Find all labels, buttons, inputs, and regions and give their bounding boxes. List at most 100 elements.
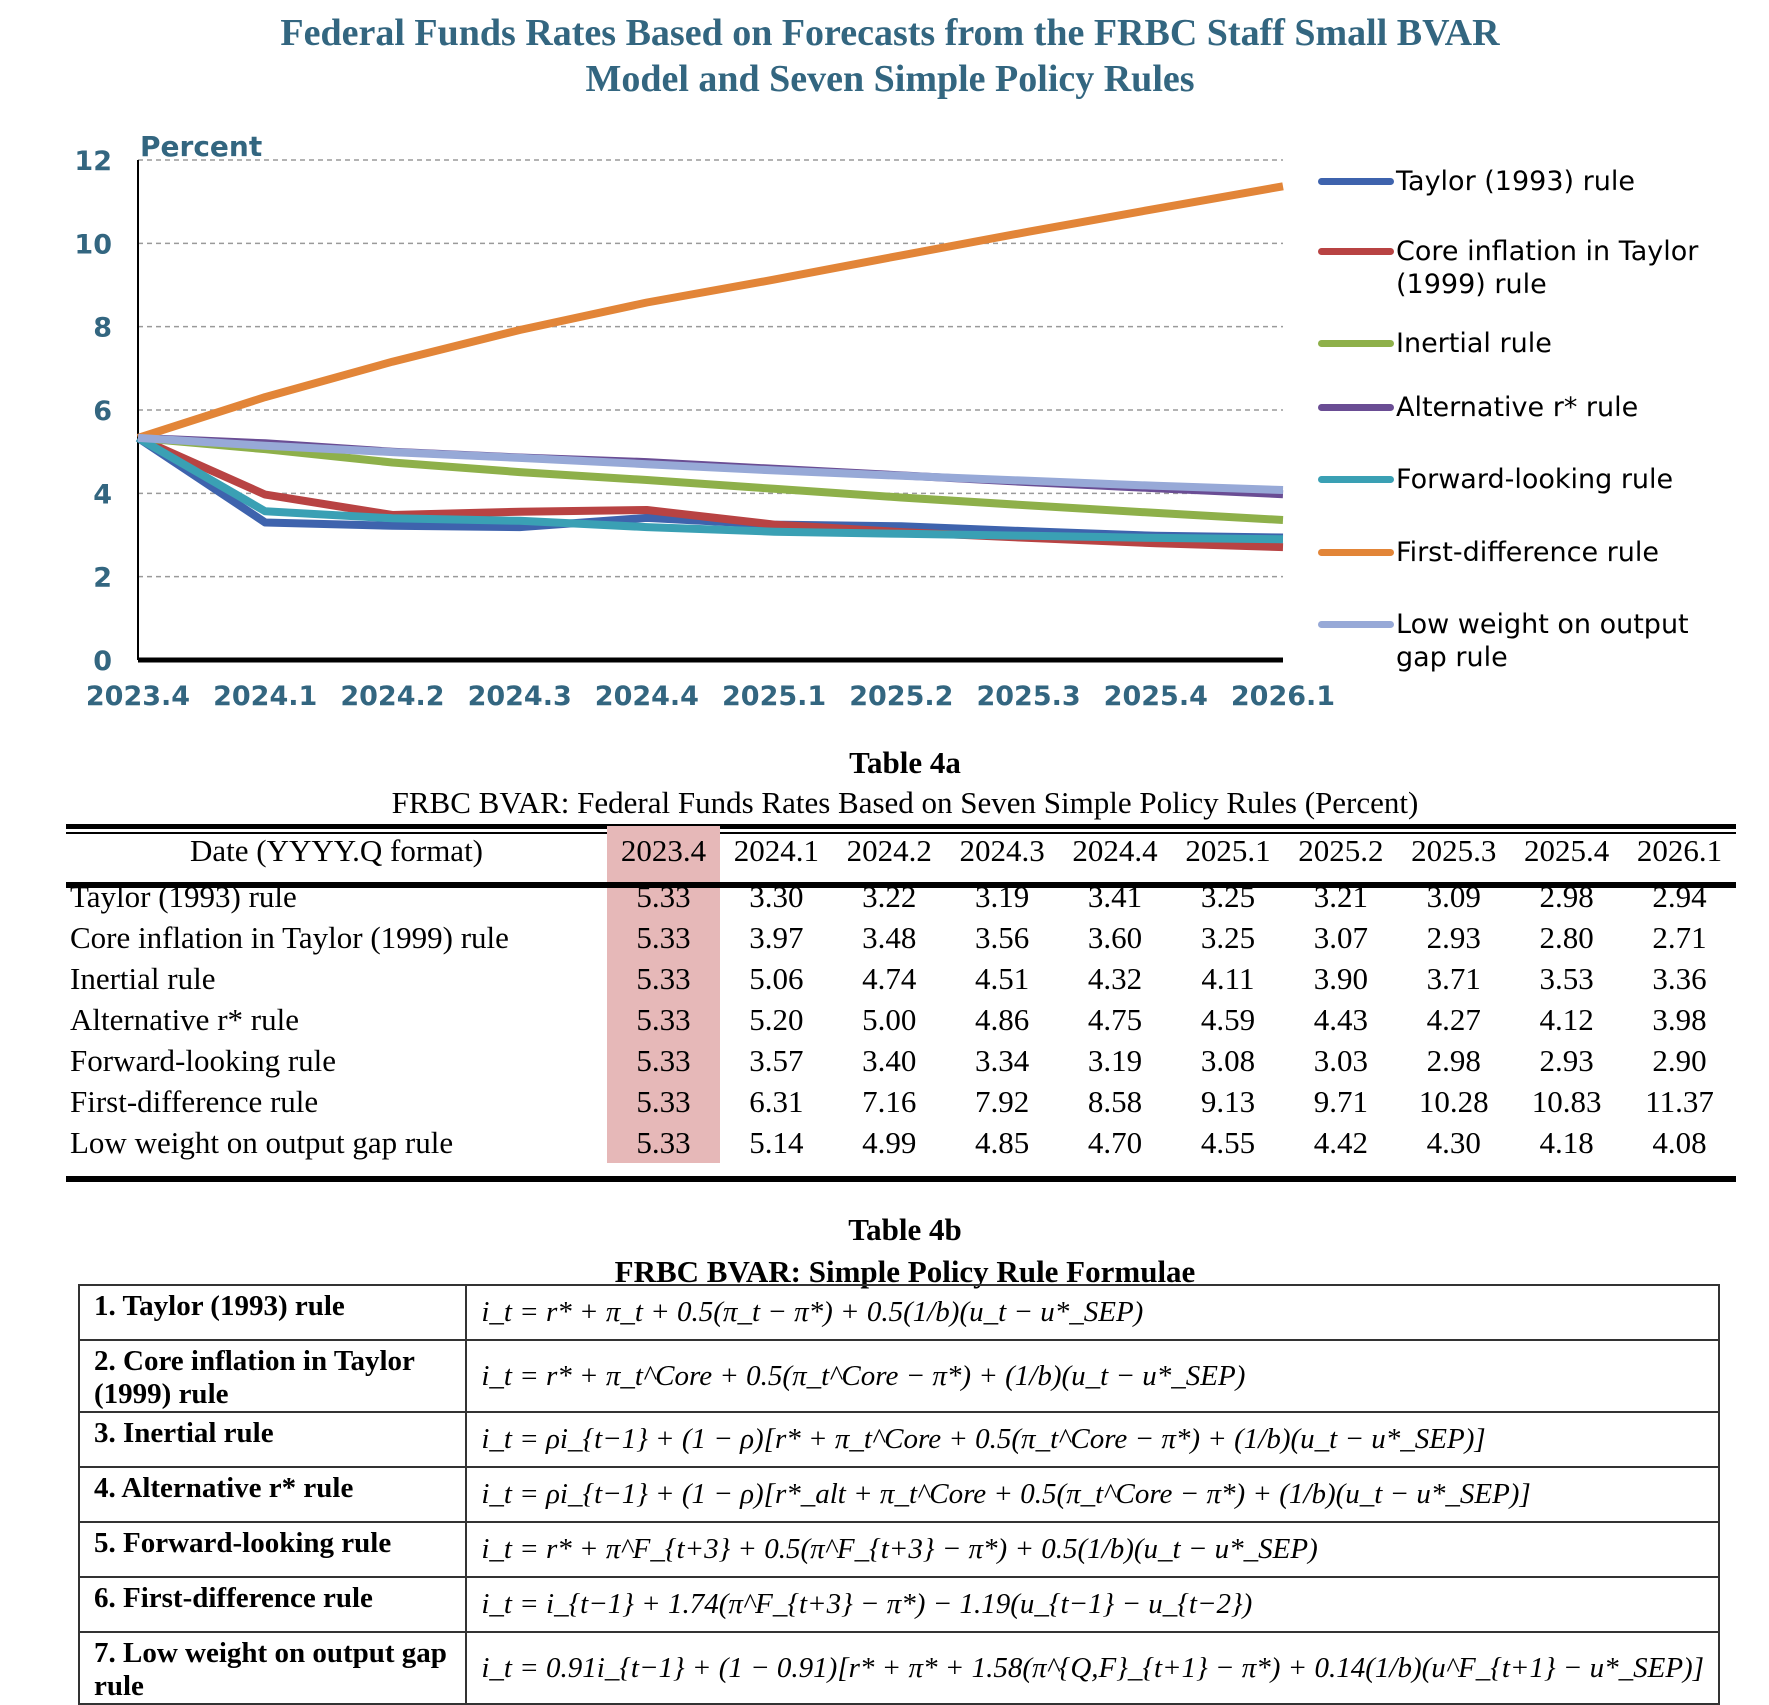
y-axis-label: Percent (140, 130, 262, 163)
table-4a-column-header: 2024.4 (1072, 833, 1158, 868)
table-4a-column-header: 2026.1 (1636, 833, 1723, 868)
rule-name: 7. Low weight on output gap rule (77, 1631, 468, 1705)
table-4a-row-label: Low weight on output gap rule (70, 1124, 454, 1160)
table-4a-row-label: Forward-looking rule (70, 1042, 337, 1078)
legend-label-line: Low weight on output (1396, 609, 1689, 640)
series-line (137, 433, 1284, 494)
table-4a-header-row: Date (YYYY.Q format) 2023.4 2024.1 2024.2 2… (66, 826, 1736, 876)
table-4a-cell: 4.59 (1200, 1001, 1256, 1037)
table-row: 2. Core inflation in Taylor (1999) rule i… (77, 1339, 1720, 1413)
table-4a-cell: 4.86 (975, 1001, 1030, 1037)
x-tick-label: 2024.1 (213, 681, 317, 712)
table-4a-row-label: Alternative r* rule (70, 1001, 299, 1037)
table-4a-cell: 3.34 (975, 1042, 1030, 1078)
table-4a-cell: 10.83 (1531, 1083, 1602, 1119)
table-4a-column-header: 2023.4 (607, 826, 720, 876)
table-4a-cell: 3.19 (1087, 1042, 1143, 1078)
table-4a-cell: 4.11 (1201, 960, 1255, 996)
table-4a-cell: 2.93 (1426, 919, 1481, 955)
table-4a-row-label: Core inflation in Taylor (1999) rule (70, 919, 509, 955)
table-4a-cell: 3.08 (1200, 1042, 1256, 1078)
table-4a-cell: 4.12 (1539, 1001, 1594, 1037)
table-4a-cell: 5.20 (749, 1001, 804, 1037)
table-4a-cell: 9.13 (1200, 1083, 1256, 1119)
table-4b: 1. Taylor (1993) rule i_t = r* + π_t + 0.… (77, 1284, 1720, 1705)
table-4a-cell: 3.40 (862, 1042, 917, 1078)
table-4a-cell: 3.57 (749, 1042, 804, 1078)
series-line (136, 434, 1284, 544)
series-line (137, 433, 1284, 524)
chart-title-line-2: Model and Seven Simple Policy Rules (585, 58, 1195, 100)
table-4a-cell: 3.25 (1200, 919, 1256, 955)
series-lines (135, 182, 1284, 552)
rule-formula: i_t = r* + π_t + 0.5(π_t − π*) + 0.5(1/b… (465, 1284, 1720, 1341)
table-row: 5. Forward-looking rule i_t = r* + π^F_{t… (77, 1521, 1720, 1578)
table-4a-column-header: 2024.1 (733, 833, 819, 868)
table-4a-cell: 5.06 (749, 960, 804, 996)
table-4a-date-header: Date (YYYY.Q format) (190, 833, 484, 868)
x-tick-label: 2025.2 (849, 681, 953, 712)
table-4a-cell: 4.75 (1087, 1001, 1143, 1037)
legend-label: Alternative r* rule (1396, 391, 1756, 424)
legend-label: Forward-looking rule (1396, 463, 1756, 496)
table-4a-cell: 5.33 (607, 1081, 720, 1122)
table-4a-cell: 8.58 (1087, 1083, 1143, 1119)
table-4a-cell: 4.74 (862, 960, 917, 996)
x-tick-label: 2023.4 (86, 681, 190, 712)
table-4a-cell: 3.90 (1313, 960, 1368, 996)
x-tick-label: 2025.3 (976, 681, 1080, 712)
legend-label: Taylor (1993) rule (1396, 165, 1756, 198)
table-4a-bottom-rule (66, 1176, 1736, 1182)
rule-name: 5. Forward-looking rule (77, 1521, 468, 1578)
legend-swatch (1318, 340, 1394, 347)
rule-formula: i_t = r* + π_t^Core + 0.5(π_t^Core − π*)… (465, 1339, 1720, 1413)
table-4a-column-header: 2024.2 (846, 833, 932, 868)
y-tick-label: 10 (74, 229, 112, 260)
series-line (136, 182, 1284, 442)
chart-title: Federal Funds Rates Based on Forecasts f… (200, 10, 1580, 102)
table-4a-cell: 5.33 (607, 1040, 720, 1081)
table-4a-cell: 5.14 (749, 1124, 804, 1160)
table-row: Inertial rule 5.33 5.06 4.74 4.51 4.32 4.11 3.9… (66, 958, 1736, 999)
legend-label: Inertial rule (1396, 327, 1756, 360)
table-row: 6. First-difference rule i_t = i_{t−1} + … (77, 1576, 1720, 1633)
table-row: Low weight on output gap rule 5.33 5.14 4.9… (66, 1122, 1736, 1163)
legend-label-line: Taylor (1993) rule (1396, 166, 1635, 197)
x-tick-label: 2024.3 (468, 681, 572, 712)
table-4a-cell: 4.55 (1200, 1124, 1256, 1160)
y-tick-label: 2 (93, 563, 112, 594)
table-4a-row-label: Inertial rule (70, 960, 216, 996)
table-row: 4. Alternative r* rule i_t = ρi_{t−1} + (… (77, 1466, 1720, 1523)
chart-title-line-1: Federal Funds Rates Based on Forecasts f… (280, 12, 1500, 54)
table-4a-cell: 5.33 (607, 958, 720, 999)
y-tick-label: 4 (93, 479, 112, 510)
table-row: Forward-looking rule 5.33 3.57 3.40 3.34 3.19… (66, 1040, 1736, 1081)
table-4a-cell: 4.27 (1426, 1001, 1481, 1037)
table-4a-cell: 5.00 (862, 1001, 917, 1037)
table-4a-cell: 2.80 (1539, 919, 1594, 955)
legend-label-line: Forward-looking rule (1396, 464, 1674, 495)
table-4a-top-rule (66, 824, 1736, 829)
x-tick-label: 2024.2 (340, 681, 444, 712)
table-4a-cell: 7.92 (975, 1083, 1030, 1119)
table-4a-cell: 3.98 (1652, 1001, 1707, 1037)
legend-swatch (1318, 248, 1394, 255)
y-tick-label: 6 (93, 396, 112, 427)
y-tick-label: 0 (93, 646, 112, 677)
legend-label-line: First-difference rule (1396, 537, 1660, 568)
table-4a-cell: 6.31 (749, 1083, 804, 1119)
legend-swatch (1318, 621, 1394, 628)
table-4a-cell: 2.90 (1652, 1042, 1707, 1078)
table-4a-cell: 3.36 (1652, 960, 1707, 996)
table-4a-header-rule (66, 882, 1736, 888)
table-4a-column-header: 2025.2 (1298, 833, 1384, 868)
table-4a-cell: 3.97 (749, 919, 804, 955)
rule-formula: i_t = 0.91i_{t−1} + (1 − 0.91)[r* + π* +… (465, 1631, 1720, 1705)
table-row: First-difference rule 5.33 6.31 7.16 7.92 8.5… (66, 1081, 1736, 1122)
table-4a-column-header: 2025.3 (1411, 833, 1497, 868)
rule-formula: i_t = ρi_{t−1} + (1 − ρ)[r* + π_t^Core +… (465, 1411, 1720, 1468)
legend-label-line: gap rule (1396, 642, 1508, 673)
table-4a-cell: 11.37 (1645, 1083, 1714, 1119)
table-4a-cell: 4.99 (862, 1124, 917, 1160)
table-row: Core inflation in Taylor (1999) rule 5.33… (66, 917, 1736, 958)
